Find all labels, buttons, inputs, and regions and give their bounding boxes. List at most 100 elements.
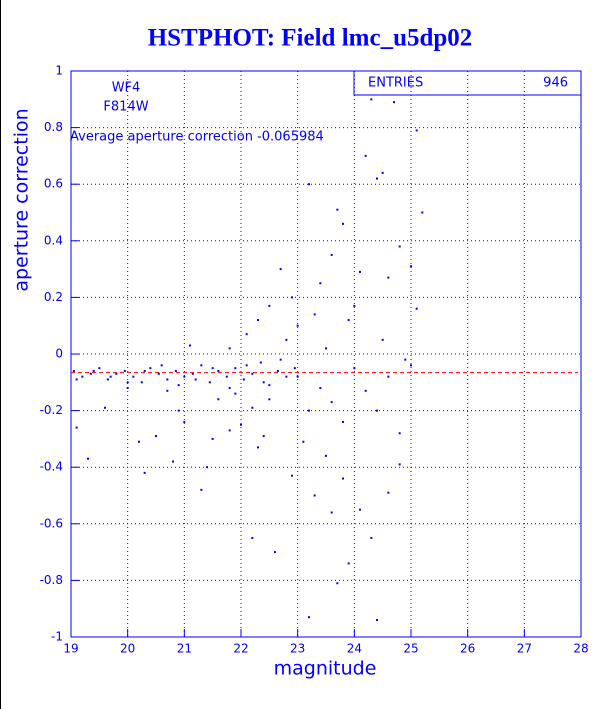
point (157, 372, 160, 375)
point (347, 562, 350, 565)
point (140, 381, 143, 384)
point (302, 440, 305, 443)
point (242, 378, 245, 381)
point (87, 457, 89, 460)
y-tick-label: 0 (55, 347, 63, 361)
point (206, 466, 208, 469)
point (177, 409, 180, 412)
point (353, 367, 356, 370)
point (208, 381, 211, 384)
point (308, 183, 310, 186)
x-axis-label: magnitude (274, 658, 377, 680)
point (268, 304, 271, 307)
x-tick-label: 21 (177, 642, 192, 656)
y-tick-label: 1 (55, 64, 63, 78)
point (126, 386, 129, 389)
point (285, 375, 288, 378)
point (336, 582, 339, 585)
point (123, 369, 126, 372)
point (104, 406, 106, 409)
point (98, 367, 101, 370)
point (217, 369, 220, 372)
point (342, 222, 344, 225)
point (376, 177, 378, 180)
point (398, 432, 401, 435)
point (415, 129, 418, 132)
point (89, 372, 92, 375)
point (143, 471, 146, 474)
point (138, 440, 140, 443)
point (404, 358, 407, 361)
point (81, 375, 84, 378)
point (92, 369, 95, 372)
point (257, 446, 259, 449)
x-tick-label: 24 (347, 642, 362, 656)
point (308, 409, 310, 412)
point (410, 265, 412, 268)
point (342, 420, 344, 423)
point (364, 154, 367, 157)
y-axis-label: aperture correction (11, 108, 33, 291)
point (387, 491, 390, 494)
point (72, 369, 75, 372)
point (353, 304, 356, 307)
point (393, 101, 395, 104)
point (398, 463, 401, 466)
point (279, 358, 282, 361)
point (191, 372, 194, 375)
point (274, 551, 276, 554)
point (279, 268, 282, 271)
point (126, 381, 129, 384)
point (291, 296, 293, 299)
annotation: F814W (103, 100, 148, 115)
point (330, 253, 333, 256)
y-tick-label: -1 (51, 630, 63, 644)
x-tick-label: 19 (63, 642, 78, 656)
point (330, 511, 333, 514)
point (240, 423, 242, 426)
point (313, 494, 316, 497)
point (245, 364, 248, 367)
point (330, 401, 333, 404)
point (347, 319, 350, 322)
point (132, 375, 135, 378)
point (285, 338, 288, 341)
point (296, 324, 299, 327)
point (211, 437, 214, 440)
plot-frame (70, 70, 582, 638)
point (106, 378, 109, 381)
point (228, 347, 231, 350)
x-tick-label: 27 (517, 642, 532, 656)
point (359, 270, 361, 273)
point (183, 375, 186, 378)
x-tick-label: 25 (403, 642, 418, 656)
point (245, 333, 248, 336)
annotation: Average aperture correction -0.065984 (70, 130, 324, 145)
point (149, 367, 152, 370)
point (166, 378, 169, 381)
point (259, 361, 262, 364)
point (296, 375, 299, 378)
point (75, 378, 78, 381)
point (257, 319, 259, 322)
point (234, 392, 237, 395)
point (319, 282, 322, 285)
point (293, 367, 296, 370)
point (268, 384, 271, 387)
point (342, 477, 344, 480)
point (155, 435, 157, 438)
point (376, 409, 378, 412)
point (370, 536, 373, 539)
point (387, 375, 390, 378)
x-tick-label: 26 (460, 642, 475, 656)
point (166, 389, 169, 392)
point (177, 384, 180, 387)
point (325, 347, 327, 350)
point (376, 619, 378, 622)
point (183, 420, 186, 423)
x-tick-label: 23 (290, 642, 305, 656)
point (225, 375, 228, 378)
point (251, 406, 254, 409)
point (251, 536, 254, 539)
